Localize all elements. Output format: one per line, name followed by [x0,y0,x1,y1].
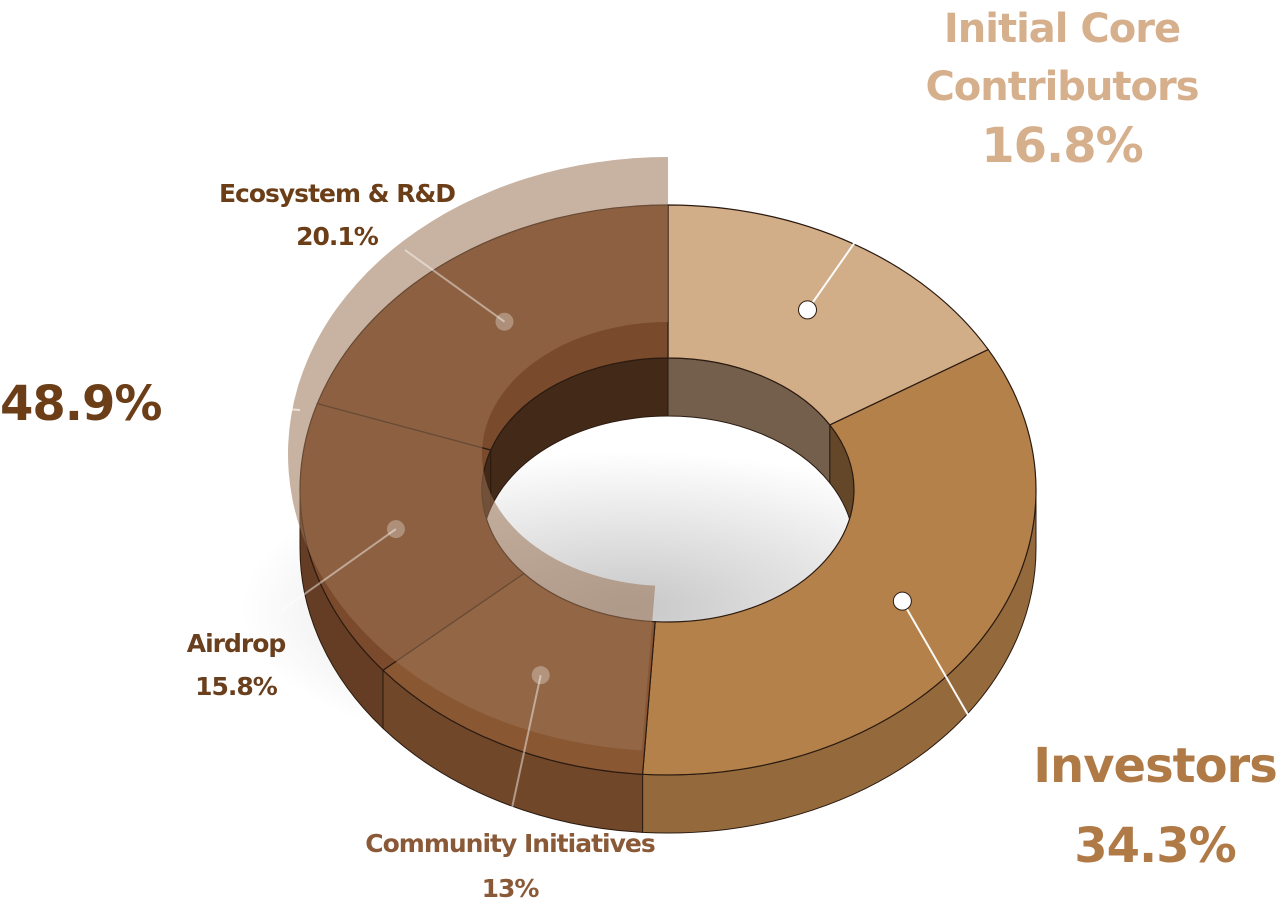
slice-initial-core-contributors [667,204,990,426]
marker-initial-core-contributors [798,300,818,320]
leader-line-initial-core-contributors [806,127,936,311]
label-investors: Investors [1033,738,1277,794]
value-label-ecosystem-and-randd: 20.1% [296,222,379,251]
value-label-airdrop: 15.8% [195,672,278,701]
label-airdrop: Airdrop [187,629,286,658]
group-overlay-slice [288,157,668,751]
label-community-initiatives: Community Initiatives [365,829,655,858]
value-label-initial-core-contributors: 16.8% [981,118,1143,174]
marker-ecosystem-and-randd [495,312,514,331]
leader-line-investors [901,600,1021,806]
marker-airdrop [386,520,405,539]
group-total-label: 48.9% [0,376,162,432]
leader-line-group-total [169,401,301,411]
label-initial-core-contributors: Initial Core Contributors [925,6,1198,110]
value-label-community-initiatives: 13% [482,874,540,903]
leader-line-ecosystem-and-randd [404,249,506,323]
value-label-investors: 34.3% [1074,818,1236,874]
marker-investors [892,591,912,611]
leader-line-community-initiatives [511,674,542,809]
label-ecosystem-and-randd: Ecosystem & R&D [219,179,455,208]
slice-investors [641,348,1037,776]
marker-community-initiatives [531,666,550,685]
leader-line-airdrop [281,528,397,611]
